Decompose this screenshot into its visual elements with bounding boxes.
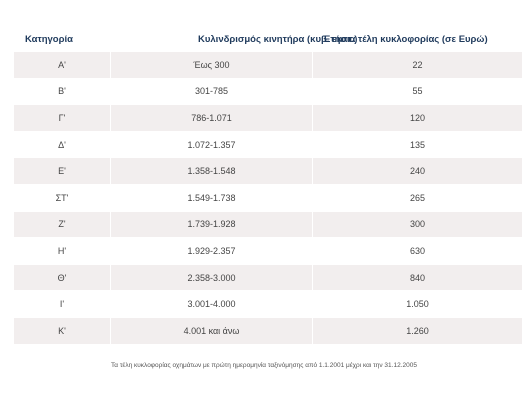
table-row: Η' 1.929-2.357 630 [14, 238, 522, 265]
annual-fee-cell: 135 [312, 131, 522, 159]
engine-capacity-cell: 3.001-4.000 [110, 291, 312, 318]
header-engine-capacity-label: Κυλινδρισμός κινητήρα (κυβ. εκατ.) [198, 33, 358, 45]
category-cell: Ι' [14, 291, 110, 318]
annual-fee-cell: 22 [312, 52, 522, 79]
category-cell: Η' [14, 238, 110, 265]
category-cell: Β' [14, 78, 110, 106]
annual-fee-cell: 1.050 [312, 291, 522, 318]
category-cell: ΣΤ' [14, 184, 110, 212]
table-row: Α' Έως 300 22 [14, 52, 522, 79]
engine-capacity-cell: 1.358-1.548 [110, 158, 312, 185]
header-annual-fee: Ετήσια τέλη κυκλοφορίας (σε Ευρώ) [324, 33, 488, 45]
category-cell: Θ' [14, 264, 110, 292]
table-row: ΣΤ' 1.549-1.738 265 [14, 184, 522, 212]
road-tax-table: Κατηγορία Κυλινδρισμός κινητήρα (κυβ. εκ… [14, 26, 522, 345]
table-row: Γ' 786-1.071 120 [14, 105, 522, 132]
table-row: Β' 301-785 55 [14, 78, 522, 106]
engine-capacity-cell: 1.072-1.357 [110, 131, 312, 159]
table-row: Δ' 1.072-1.357 135 [14, 131, 522, 159]
annual-fee-cell: 300 [312, 211, 522, 239]
annual-fee-cell: 120 [312, 105, 522, 132]
table-header-row: Κατηγορία Κυλινδρισμός κινητήρα (κυβ. εκ… [14, 26, 522, 52]
table-row: Θ' 2.358-3.000 840 [14, 264, 522, 292]
table-row: Ι' 3.001-4.000 1.050 [14, 291, 522, 318]
engine-capacity-cell: 1.929-2.357 [110, 238, 312, 265]
annual-fee-cell: 55 [312, 78, 522, 106]
engine-capacity-cell: 1.739-1.928 [110, 211, 312, 239]
annual-fee-cell: 265 [312, 184, 522, 212]
category-cell: Α' [14, 52, 110, 79]
header-category: Κατηγορία [25, 33, 73, 45]
table-row: Ε' 1.358-1.548 240 [14, 158, 522, 185]
table-row: Κ' 4.001 και άνω 1.260 [14, 317, 522, 345]
engine-capacity-cell: Έως 300 [110, 52, 312, 79]
table-footnote: Τα τέλη κυκλοφορίας οχημάτων με πρώτη ημ… [111, 362, 417, 369]
engine-capacity-cell: 301-785 [110, 78, 312, 106]
engine-capacity-cell: 4.001 και άνω [110, 317, 312, 345]
engine-capacity-cell: 786-1.071 [110, 105, 312, 132]
engine-capacity-cell: 2.358-3.000 [110, 264, 312, 292]
category-cell: Ζ' [14, 211, 110, 239]
category-cell: Ε' [14, 158, 110, 185]
annual-fee-cell: 840 [312, 264, 522, 292]
engine-capacity-cell: 1.549-1.738 [110, 184, 312, 212]
annual-fee-cell: 1.260 [312, 317, 522, 345]
table-row: Ζ' 1.739-1.928 300 [14, 211, 522, 239]
annual-fee-cell: 240 [312, 158, 522, 185]
category-cell: Δ' [14, 131, 110, 159]
category-cell: Κ' [14, 317, 110, 345]
annual-fee-cell: 630 [312, 238, 522, 265]
header-engine-capacity: Κυλινδρισμός κινητήρα (κυβ. εκατ.) [110, 26, 357, 52]
category-cell: Γ' [14, 105, 110, 132]
